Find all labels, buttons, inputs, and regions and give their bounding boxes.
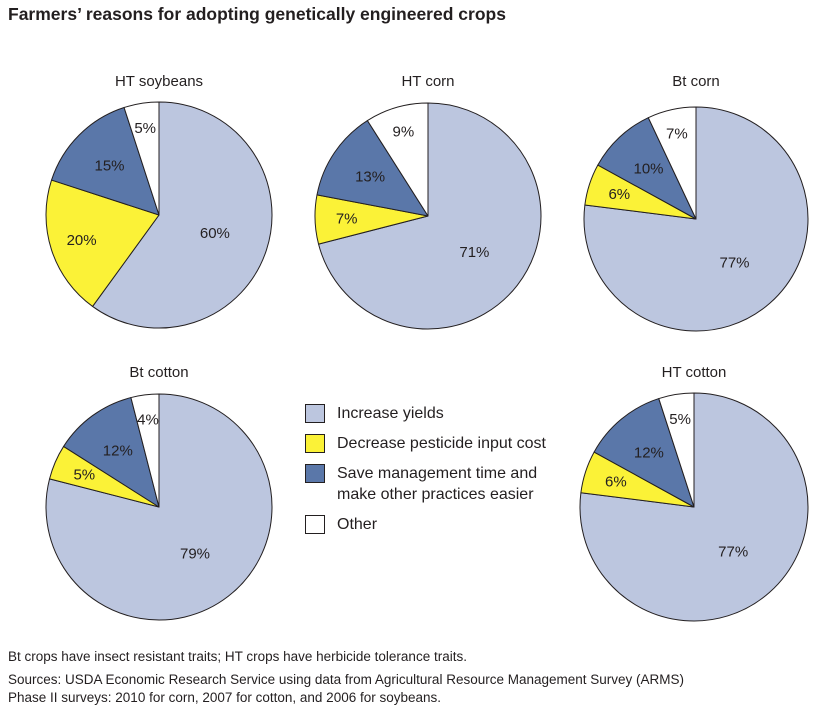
pie-slice (593, 398, 695, 508)
legend-label: Decrease pesticide input cost (337, 435, 546, 452)
pie-slice (316, 120, 429, 217)
legend-label: Other (337, 516, 378, 533)
pie-slice-label: 20% (67, 232, 97, 249)
pie-bt-corn: Bt corn 77% 6%10%7% (583, 73, 809, 332)
pie-slice (658, 392, 695, 508)
pie-slice-label: 13% (355, 169, 385, 186)
legend-swatch (305, 464, 325, 483)
legend-item-decrease-pesticide: Decrease pesticide input cost (305, 433, 546, 454)
legend-item-increase-yields: Increase yields (305, 403, 546, 424)
pie-slice (647, 106, 697, 220)
legend-label-line: make other practices easier (337, 486, 534, 503)
footnote-sources-continued: Phase II surveys: 2010 for corn, 2007 fo… (8, 690, 442, 705)
pie-slice (51, 107, 160, 216)
pie-slice-label: 79% (180, 545, 210, 562)
pie-slice (45, 179, 160, 307)
legend-label-line: Save management time and (337, 465, 538, 482)
pie-ht-cotton: HT cotton 77% 6% 12% 5% (579, 364, 809, 622)
footnotes: Bt crops have insect resistant traits; H… (8, 648, 684, 707)
pie-slice-label: 10% (633, 160, 663, 177)
pie-slice-label: 77% (718, 544, 748, 561)
legend-label: Increase yields (337, 405, 444, 422)
pie-slice-label: 7% (336, 211, 358, 228)
pie-slice (63, 397, 160, 508)
pie-title: HT corn (401, 73, 454, 90)
pie-slice-label: 7% (666, 126, 688, 143)
pie-slice-label: 5% (73, 467, 95, 484)
legend-swatch (305, 515, 325, 534)
pie-slice (366, 102, 429, 217)
pie-slice-label: 4% (137, 412, 159, 429)
pie-title: HT cotton (662, 364, 727, 381)
chart-title: Farmers’ reasons for adopting geneticall… (8, 4, 506, 24)
legend-swatch (305, 434, 325, 453)
pie-title: Bt corn (672, 73, 720, 90)
pie-slice-label: 60% (200, 225, 230, 242)
pie-slice (92, 101, 273, 329)
pie-slice-label: 15% (94, 158, 124, 175)
pie-slice-label: 9% (393, 123, 415, 140)
pie-slice (318, 102, 542, 330)
pie-slice-label: 6% (608, 186, 630, 203)
pie-slice-label: 12% (634, 445, 664, 462)
pie-slice-label: 5% (134, 120, 156, 137)
pie-slice-label: 71% (459, 244, 489, 261)
pie-title: HT soybeans (115, 73, 203, 90)
footnote-definition: Bt crops have insect resistant traits; H… (8, 649, 467, 664)
legend-item-save-management-time: Save management time and make other prac… (305, 463, 546, 505)
pie-slice-label: 5% (669, 411, 691, 428)
legend: Increase yields Decrease pesticide input… (305, 403, 546, 544)
pie-bt-cotton: Bt cotton 79% 5% 12%4% (45, 364, 273, 621)
legend-swatch (305, 404, 325, 423)
pie-slice (123, 101, 160, 216)
pie-ht-soybeans: HT soybeans 60% 20% 15% 5% (45, 73, 273, 329)
pie-slice-label: 77% (719, 255, 749, 272)
legend-item-other: Other (305, 514, 546, 535)
pie-title: Bt cotton (129, 364, 188, 381)
legend-label: Save management time and make other prac… (337, 463, 537, 505)
pie-slice (45, 393, 273, 621)
pie-slice-label: 6% (605, 474, 627, 491)
pie-slice (130, 393, 160, 508)
pie-slice-label: 12% (103, 442, 133, 459)
footnote-sources: Sources: USDA Economic Research Service … (8, 672, 685, 687)
pie-ht-corn: HT corn 71% 7% 13% 9% (314, 73, 542, 330)
